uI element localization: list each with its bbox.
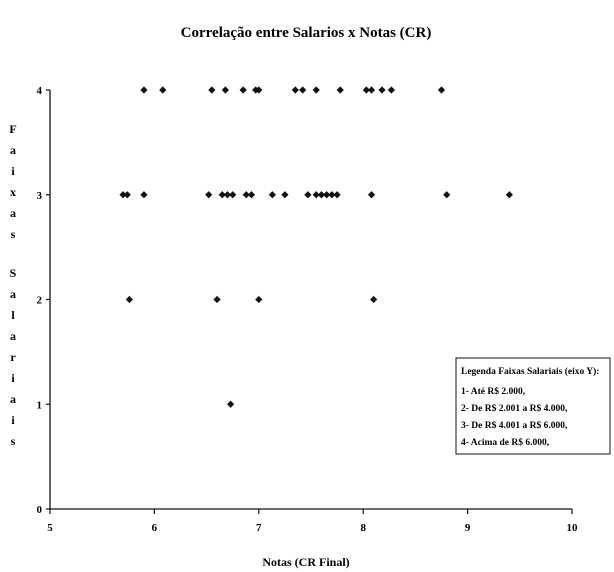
data-point bbox=[255, 86, 263, 94]
data-point bbox=[247, 191, 256, 199]
data-point bbox=[312, 86, 320, 94]
data-point bbox=[299, 86, 307, 94]
data-point bbox=[378, 86, 386, 94]
y-axis-label-char: a bbox=[10, 287, 16, 301]
y-axis-label-char: l bbox=[11, 308, 15, 322]
y-axis-label-char: i bbox=[11, 413, 15, 427]
y-axis-label-char: s bbox=[11, 227, 16, 241]
x-axis-label: Notas (CR Final) bbox=[262, 555, 349, 569]
x-tick-label: 10 bbox=[567, 522, 579, 534]
data-point bbox=[443, 191, 451, 199]
data-point bbox=[387, 86, 395, 94]
x-tick-label: 5 bbox=[47, 522, 53, 534]
y-axis-label-char: i bbox=[11, 164, 15, 178]
data-point bbox=[223, 191, 232, 199]
data-point bbox=[367, 191, 376, 199]
data-point bbox=[255, 295, 263, 304]
data-point bbox=[227, 400, 235, 408]
data-point bbox=[205, 191, 213, 199]
data-point bbox=[370, 295, 378, 304]
data-point bbox=[367, 86, 376, 94]
data-point bbox=[281, 191, 289, 199]
y-axis-label-char: a bbox=[10, 143, 16, 157]
data-point bbox=[312, 191, 320, 199]
data-point bbox=[208, 86, 216, 94]
data-point bbox=[140, 191, 148, 199]
data-point bbox=[229, 191, 237, 199]
data-point bbox=[119, 191, 127, 199]
data-point bbox=[336, 86, 344, 94]
data-point bbox=[317, 191, 326, 199]
data-point bbox=[323, 191, 331, 199]
data-point bbox=[218, 191, 226, 199]
data-point bbox=[123, 191, 131, 199]
data-points bbox=[119, 86, 513, 408]
data-point bbox=[304, 191, 312, 199]
x-ticks: 5 6 7 8 9 10 bbox=[47, 509, 578, 534]
data-point bbox=[159, 86, 167, 94]
x-tick-label: 7 bbox=[256, 522, 262, 534]
legend-title: Legenda Faixas Salariais (eixo Y): bbox=[461, 366, 599, 377]
data-point bbox=[140, 86, 148, 94]
y-ticks: 0 1 2 3 4 bbox=[37, 85, 50, 516]
legend-item-4: 4- Acima de R$ 6.000, bbox=[461, 437, 550, 448]
legend-item-3: 3- De R$ 4.001 a R$ 6.000, bbox=[461, 420, 568, 431]
y-tick-label: 3 bbox=[37, 190, 43, 202]
y-axis-label-char: S bbox=[10, 266, 17, 280]
x-tick-label: 6 bbox=[152, 522, 158, 534]
legend-item-2: 2- De R$ 2.001 a R$ 4.000, bbox=[461, 403, 568, 414]
y-tick-label: 4 bbox=[37, 85, 43, 97]
data-point bbox=[221, 86, 229, 94]
data-point bbox=[291, 86, 299, 94]
y-axis-label-char: r bbox=[10, 350, 16, 364]
y-axis-label-char: F bbox=[9, 122, 16, 136]
data-point bbox=[437, 86, 446, 94]
x-tick-label: 8 bbox=[360, 522, 366, 534]
y-tick-label: 2 bbox=[37, 295, 43, 307]
data-point bbox=[505, 191, 513, 199]
y-axis-label-char: a bbox=[10, 206, 16, 220]
y-tick-label: 1 bbox=[37, 399, 43, 411]
data-point bbox=[328, 191, 336, 199]
y-axis-label-char: a bbox=[10, 329, 16, 343]
data-point bbox=[333, 191, 341, 199]
legend: Legenda Faixas Salariais (eixo Y): 1- At… bbox=[455, 357, 611, 455]
x-tick-label: 9 bbox=[465, 522, 471, 534]
y-axis-label-char: s bbox=[11, 434, 16, 448]
y-tick-label: 0 bbox=[37, 504, 43, 516]
data-point bbox=[268, 191, 276, 199]
legend-box bbox=[455, 357, 611, 455]
data-point bbox=[362, 86, 370, 94]
data-point bbox=[239, 86, 247, 94]
chart-title: Correlação entre Salarios x Notas (CR) bbox=[181, 25, 432, 41]
data-point bbox=[125, 295, 133, 304]
y-axis-label-char: i bbox=[11, 371, 15, 385]
data-point bbox=[213, 295, 221, 304]
data-point bbox=[242, 191, 250, 199]
y-axis-label-char: a bbox=[10, 392, 16, 406]
y-axis-label-char: x bbox=[10, 185, 16, 199]
legend-item-1: 1- Até R$ 2.000, bbox=[461, 386, 526, 397]
